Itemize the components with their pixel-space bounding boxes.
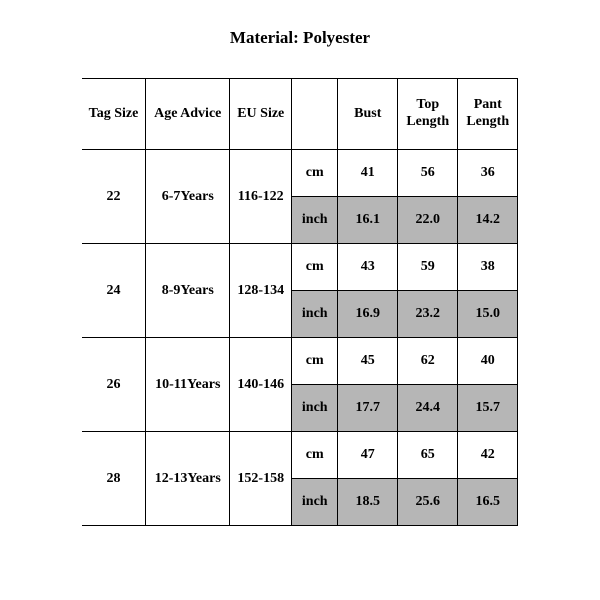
cell-unit: inch: [292, 385, 338, 432]
col-pant-length: Pant Length: [458, 79, 518, 150]
cell-top: 24.4: [398, 385, 458, 432]
cell-pant: 38: [458, 244, 518, 291]
cell-eu: 116-122: [230, 150, 292, 244]
cell-tag: 28: [82, 432, 146, 526]
table-row: 226-7Years116-122cm415636: [82, 150, 518, 197]
cell-bust: 16.9: [338, 291, 398, 338]
col-bust: Bust: [338, 79, 398, 150]
cell-pant: 14.2: [458, 197, 518, 244]
cell-bust: 17.7: [338, 385, 398, 432]
cell-top: 25.6: [398, 479, 458, 526]
cell-unit: cm: [292, 244, 338, 291]
cell-top: 56: [398, 150, 458, 197]
cell-unit: inch: [292, 197, 338, 244]
page: Material: Polyester Tag Size Age Advice …: [0, 0, 600, 600]
table-row: 2610-11Years140-146cm456240: [82, 338, 518, 385]
cell-tag: 26: [82, 338, 146, 432]
cell-eu: 140-146: [230, 338, 292, 432]
cell-age: 12-13Years: [146, 432, 230, 526]
cell-eu: 152-158: [230, 432, 292, 526]
cell-pant: 36: [458, 150, 518, 197]
cell-bust: 41: [338, 150, 398, 197]
table-row: 2812-13Years152-158cm476542: [82, 432, 518, 479]
cell-bust: 45: [338, 338, 398, 385]
col-unit: [292, 79, 338, 150]
page-title: Material: Polyester: [0, 28, 600, 48]
cell-tag: 24: [82, 244, 146, 338]
cell-bust: 18.5: [338, 479, 398, 526]
cell-unit: inch: [292, 479, 338, 526]
cell-pant: 42: [458, 432, 518, 479]
cell-bust: 16.1: [338, 197, 398, 244]
cell-eu: 128-134: [230, 244, 292, 338]
cell-top: 22.0: [398, 197, 458, 244]
cell-top: 62: [398, 338, 458, 385]
cell-unit: cm: [292, 150, 338, 197]
cell-age: 10-11Years: [146, 338, 230, 432]
cell-top: 59: [398, 244, 458, 291]
cell-top: 65: [398, 432, 458, 479]
cell-age: 8-9Years: [146, 244, 230, 338]
cell-bust: 47: [338, 432, 398, 479]
cell-pant: 16.5: [458, 479, 518, 526]
cell-pant: 15.7: [458, 385, 518, 432]
size-table: Tag Size Age Advice EU Size Bust Top Len…: [82, 78, 519, 526]
col-tag-size: Tag Size: [82, 79, 146, 150]
cell-unit: inch: [292, 291, 338, 338]
table-row: 248-9Years128-134cm435938: [82, 244, 518, 291]
cell-pant: 15.0: [458, 291, 518, 338]
col-eu-size: EU Size: [230, 79, 292, 150]
cell-age: 6-7Years: [146, 150, 230, 244]
cell-top: 23.2: [398, 291, 458, 338]
cell-bust: 43: [338, 244, 398, 291]
col-age-advice: Age Advice: [146, 79, 230, 150]
cell-unit: cm: [292, 338, 338, 385]
col-top-length: Top Length: [398, 79, 458, 150]
table-header-row: Tag Size Age Advice EU Size Bust Top Len…: [82, 79, 518, 150]
cell-unit: cm: [292, 432, 338, 479]
cell-pant: 40: [458, 338, 518, 385]
cell-tag: 22: [82, 150, 146, 244]
